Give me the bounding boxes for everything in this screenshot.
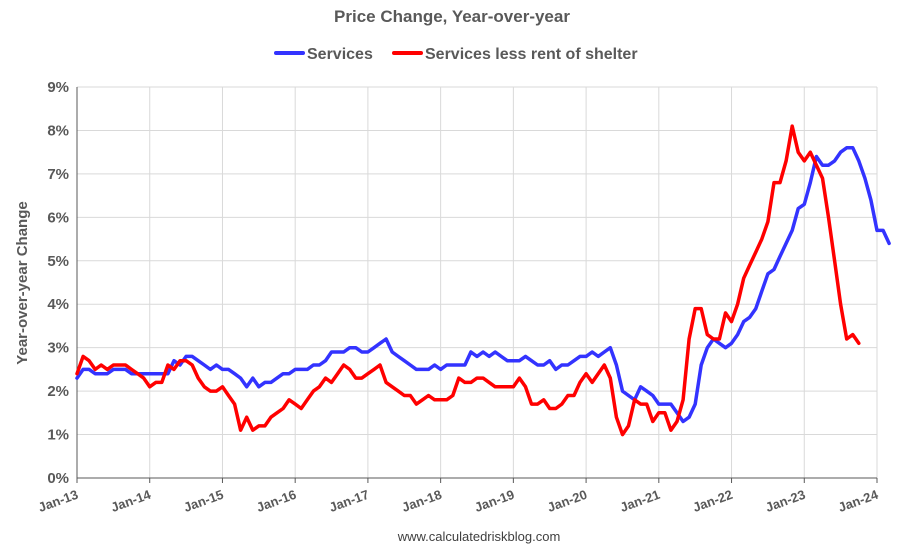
y-tick-labels: 0% 1% 2% 3% 4% 5% 6% 7% 8% 9% [47, 79, 69, 487]
legend-label-services: Services [307, 46, 373, 63]
y-axis-label: Year-over-year Change [14, 201, 31, 364]
series-line-services-less-rent-of-shelter [75, 124, 861, 437]
y-tick-label: 6% [47, 209, 69, 226]
legend-label-services-less-rent: Services less rent of shelter [425, 46, 638, 63]
series-line-services [75, 146, 891, 424]
y-tick-label: 2% [47, 383, 69, 400]
legend: Services Services less rent of shelter [274, 46, 638, 63]
y-tick-label: 0% [47, 470, 69, 487]
axes [76, 87, 878, 483]
y-tick-label: 8% [47, 122, 69, 139]
footer-source: www.calculatedriskblog.com [397, 529, 561, 544]
y-tick-label: 7% [47, 166, 69, 183]
gridlines [77, 86, 878, 478]
y-tick-label: 9% [47, 79, 69, 96]
series-lines [75, 124, 891, 437]
y-tick-label: 1% [47, 427, 69, 444]
chart-title: Price Change, Year-over-year [334, 7, 570, 26]
y-tick-label: 4% [47, 296, 69, 313]
y-tick-label: 3% [47, 340, 69, 357]
y-tick-label: 5% [47, 253, 69, 270]
